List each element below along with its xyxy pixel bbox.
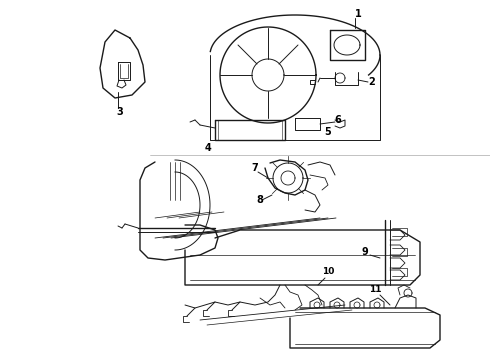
Text: 5: 5 [324,127,331,137]
Text: 9: 9 [362,247,368,257]
Text: 3: 3 [117,107,123,117]
Text: 1: 1 [355,9,361,19]
Text: 10: 10 [322,267,334,276]
Text: 2: 2 [368,77,375,87]
Text: 8: 8 [257,195,264,205]
Text: 6: 6 [335,115,342,125]
Text: 11: 11 [369,285,381,294]
Text: 7: 7 [252,163,258,173]
Text: 4: 4 [205,143,211,153]
